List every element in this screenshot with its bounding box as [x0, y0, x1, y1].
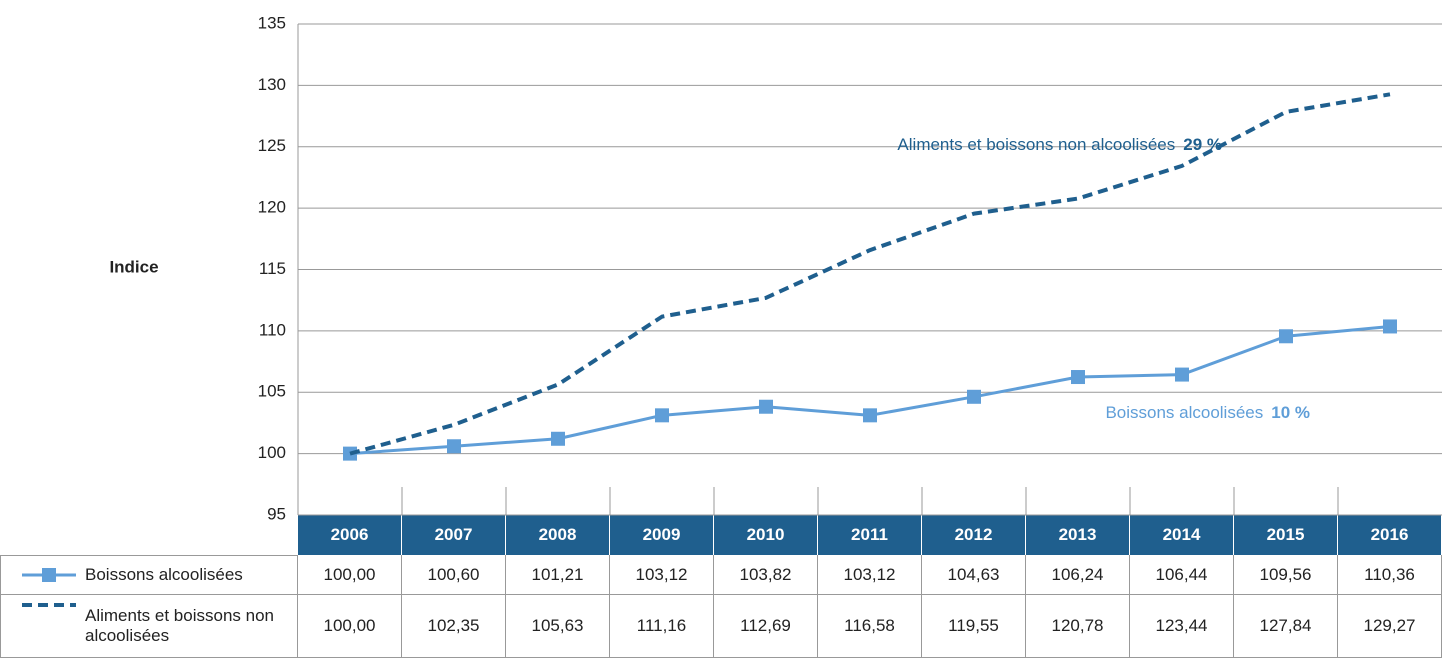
series-line	[349, 92, 1391, 456]
table-header-cell: 2009	[610, 515, 714, 555]
y-tick-label: 100	[258, 443, 286, 462]
series-marker	[1383, 319, 1397, 334]
y-tick-label: 130	[258, 75, 286, 94]
table-cell: 101,21	[506, 555, 610, 595]
series-marker	[967, 389, 981, 404]
series-marker	[447, 439, 461, 454]
table-cell: 104,63	[922, 555, 1026, 595]
annotation-value: 10 %	[1271, 403, 1310, 422]
y-axis-label: Indice	[109, 257, 158, 276]
table-header-cell: 2007	[402, 515, 506, 555]
table-cell: 103,82	[714, 555, 818, 595]
table-header-cell: 2006	[298, 515, 402, 555]
table-header-cell: 2011	[818, 515, 922, 555]
table-header-cell: 2015	[1234, 515, 1338, 555]
annotation: Aliments et boissons non alcoolisées 29 %	[897, 135, 1222, 154]
table-header-cell: 2010	[714, 515, 818, 555]
series-marker	[863, 408, 877, 423]
series-marker	[1175, 367, 1189, 382]
table-cell: 106,44	[1130, 555, 1234, 595]
annotation-text: Aliments et boissons non alcoolisées	[897, 135, 1175, 154]
table-cell: 106,24	[1026, 555, 1130, 595]
annotation-text: Boissons alcoolisées	[1105, 403, 1263, 422]
series-marker	[1071, 370, 1085, 385]
table-header-cell: 2008	[506, 515, 610, 555]
y-tick-label: 135	[258, 13, 286, 32]
series-line	[349, 324, 1391, 456]
series-marker	[1279, 329, 1293, 344]
table-cell: 103,12	[818, 555, 922, 595]
y-tick-label: 95	[267, 504, 286, 523]
y-tick-label: 110	[259, 320, 286, 339]
legend-marker	[42, 568, 56, 582]
series-marker	[759, 399, 773, 414]
y-tick-label: 120	[258, 198, 286, 217]
legend-cell: Boissons alcoolisées	[0, 555, 298, 595]
series-marker	[551, 431, 565, 446]
table-cell: 100,00	[298, 555, 402, 595]
table-header-cell: 2016	[1338, 515, 1442, 555]
table-cell: 109,56	[1234, 555, 1338, 595]
annotation: Boissons alcoolisées 10 %	[1105, 403, 1310, 422]
table-header-cell: 2014	[1130, 515, 1234, 555]
table-cell: 100,60	[402, 555, 506, 595]
table-header-cell: 2012	[922, 515, 1026, 555]
y-tick-label: 115	[259, 259, 286, 278]
annotation-value: 29 %	[1183, 135, 1222, 154]
table-header-cell: 2013	[1026, 515, 1130, 555]
table-cell: 103,12	[610, 555, 714, 595]
y-tick-label: 105	[258, 382, 286, 401]
series-marker	[655, 408, 669, 423]
y-tick-label: 125	[258, 136, 286, 155]
